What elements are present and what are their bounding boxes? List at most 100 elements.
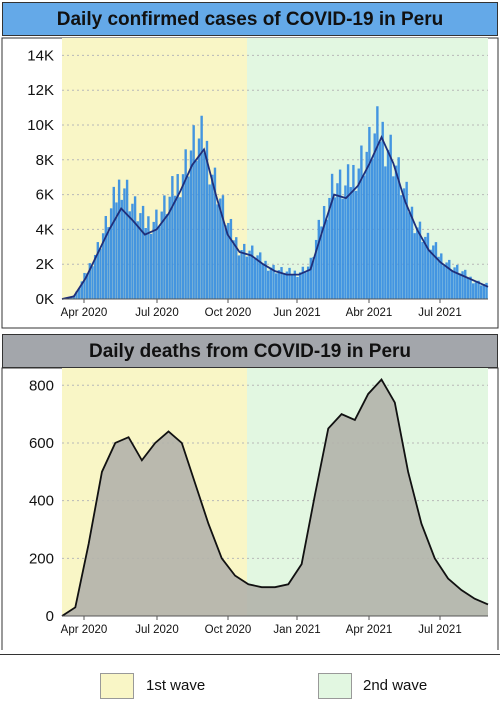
case-bar — [424, 236, 427, 299]
case-bar — [197, 138, 201, 299]
case-bar — [237, 255, 241, 299]
y-tick-label: 600 — [29, 435, 54, 452]
case-bar — [453, 267, 456, 299]
case-bar — [75, 291, 78, 299]
deaths-chart-title: Daily deaths from COVID-19 in Peru — [2, 334, 498, 368]
case-bar — [320, 226, 323, 299]
case-bar — [176, 174, 179, 299]
case-bar — [181, 174, 185, 299]
case-bar — [243, 243, 246, 299]
case-bar — [245, 256, 249, 299]
case-bar — [267, 270, 270, 299]
case-bar — [163, 195, 166, 299]
case-bar — [477, 280, 480, 299]
case-bar — [474, 282, 478, 299]
case-bar — [200, 115, 203, 299]
case-bar — [461, 271, 464, 299]
case-bar — [306, 266, 310, 299]
case-bar — [160, 211, 163, 299]
case-bar — [325, 219, 328, 299]
x-tick-label: Oct 2020 — [205, 624, 252, 636]
case-bar — [314, 239, 318, 299]
case-bar — [227, 222, 230, 299]
case-bar — [195, 160, 198, 299]
case-bar — [336, 183, 339, 299]
deaths-chart: 0 200 400 600 800 Apr 2020 Jul 2020 Oct 2020 Jan… — [1, 367, 499, 650]
case-bar — [378, 141, 382, 299]
case-bar — [466, 277, 470, 299]
case-bar — [312, 257, 315, 299]
case-bar — [251, 245, 254, 299]
case-bar — [357, 168, 360, 299]
case-bar — [309, 257, 313, 299]
case-bar — [296, 277, 299, 299]
case-bar — [328, 197, 331, 299]
case-bar — [269, 267, 273, 299]
case-bar — [464, 269, 467, 299]
case-bar — [264, 260, 267, 299]
case-bar — [338, 169, 342, 299]
x-tick-label: Jul 2021 — [418, 624, 461, 636]
case-bar — [408, 212, 411, 299]
case-bar — [192, 125, 195, 300]
case-bar — [301, 266, 305, 299]
y-tick-label: 6K — [36, 187, 54, 204]
case-bar — [402, 188, 406, 299]
case-bar — [139, 213, 142, 299]
case-bar — [413, 233, 416, 299]
case-bar — [432, 245, 435, 299]
case-bar — [235, 237, 238, 299]
x-tick-label: Jul 2020 — [135, 624, 178, 636]
case-bar — [392, 176, 395, 299]
case-bar — [429, 249, 432, 299]
cases-chart-title: Daily confirmed cases of COVID-19 in Per… — [2, 2, 498, 36]
case-bar — [144, 228, 147, 299]
case-bar — [389, 134, 392, 299]
case-bar — [365, 151, 368, 299]
case-bar — [360, 145, 363, 299]
case-bar — [141, 205, 145, 299]
cases-chart: 0K 2K 4K 6K 8K 10K 12K 14K Apr 2020 Jul 2020 Oct 2… — [1, 37, 499, 329]
case-bar — [232, 240, 235, 299]
y-tick-label: 8K — [36, 152, 54, 169]
case-bar — [330, 173, 334, 299]
y-tick-label: 10K — [27, 117, 54, 134]
case-bar — [275, 273, 278, 299]
legend-swatch-2nd-wave — [318, 673, 352, 699]
y-tick-label: 14K — [27, 47, 54, 64]
case-bar — [410, 206, 414, 299]
case-bar — [304, 272, 307, 299]
case-bar — [397, 157, 400, 299]
case-bar — [72, 295, 76, 299]
case-bar — [120, 199, 123, 299]
case-bar — [224, 225, 227, 299]
x-tick-label: Apr 2020 — [61, 307, 108, 319]
case-bar — [152, 221, 155, 299]
case-bar — [418, 221, 422, 299]
case-bar — [171, 176, 174, 299]
case-bar — [445, 262, 448, 299]
case-bar — [272, 264, 275, 299]
case-bar — [184, 149, 187, 299]
case-bar — [96, 242, 100, 299]
case-bar — [384, 166, 387, 299]
case-bar — [290, 274, 294, 299]
case-bar — [437, 256, 440, 299]
case-bar — [293, 270, 297, 299]
case-bar — [240, 250, 243, 299]
x-tick-label: Jul 2021 — [418, 307, 461, 319]
case-bar — [221, 195, 225, 299]
case-bar — [157, 226, 161, 299]
deaths-line — [61, 378, 489, 617]
case-bar — [333, 197, 336, 299]
case-bar — [229, 218, 233, 299]
case-bar — [394, 165, 398, 299]
case-bar — [376, 106, 379, 299]
case-bar — [482, 284, 486, 299]
case-bar — [99, 248, 102, 299]
case-bar — [322, 205, 326, 299]
case-bar — [354, 190, 358, 299]
case-bar — [386, 149, 390, 299]
case-bar — [179, 197, 182, 299]
